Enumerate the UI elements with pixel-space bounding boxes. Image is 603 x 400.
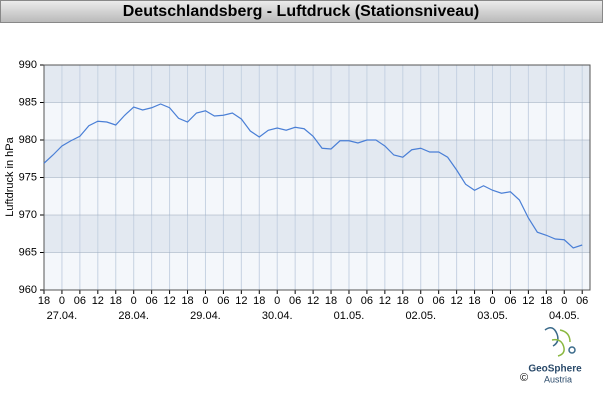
x-tick-label: 12 xyxy=(307,295,319,307)
x-tick-label: 18 xyxy=(110,295,122,307)
y-tick-label: 985 xyxy=(19,96,37,108)
date-label: 03.05. xyxy=(477,310,508,322)
x-tick-label: 18 xyxy=(540,295,552,307)
x-tick-label: 18 xyxy=(325,295,337,307)
date-label: 29.04. xyxy=(190,310,221,322)
x-tick-label: 0 xyxy=(418,295,424,307)
date-label: 27.04. xyxy=(47,310,78,322)
y-tick-label: 980 xyxy=(19,134,37,146)
x-tick-label: 06 xyxy=(217,295,229,307)
logo-name: GeoSphere xyxy=(528,364,582,375)
x-tick-label: 06 xyxy=(146,295,158,307)
x-tick-label: 12 xyxy=(522,295,534,307)
date-label: 04.05. xyxy=(549,310,580,322)
x-tick-label: 0 xyxy=(274,295,280,307)
x-tick-label: 12 xyxy=(163,295,175,307)
x-tick-label: 0 xyxy=(131,295,137,307)
logo-icon xyxy=(544,327,576,357)
x-tick-label: 12 xyxy=(92,295,104,307)
x-tick-label: 18 xyxy=(38,295,50,307)
chart-title: Deutschlandsberg - Luftdruck (Stationsni… xyxy=(123,3,479,20)
x-tick-label: 06 xyxy=(361,295,373,307)
x-tick-label: 12 xyxy=(235,295,247,307)
x-tick-label: 12 xyxy=(450,295,462,307)
x-tick-label: 0 xyxy=(561,295,567,307)
grid-band xyxy=(44,140,590,178)
grid-band xyxy=(44,252,590,290)
copyright: © xyxy=(520,372,528,384)
y-axis-label: Luftdruck in hPa xyxy=(4,136,16,216)
y-tick-label: 970 xyxy=(19,209,37,221)
date-label: 02.05. xyxy=(405,310,436,322)
y-tick-label: 965 xyxy=(19,246,37,258)
x-tick-label: 06 xyxy=(576,295,588,307)
data-line xyxy=(43,103,583,249)
x-tick-label: 18 xyxy=(253,295,265,307)
grid-band xyxy=(44,65,590,103)
x-tick-label: 18 xyxy=(181,295,193,307)
logo-sub: Austria xyxy=(544,374,572,384)
x-tick-label: 0 xyxy=(489,295,495,307)
x-tick-label: 18 xyxy=(468,295,480,307)
date-label: 28.04. xyxy=(118,310,149,322)
x-tick-label: 12 xyxy=(379,295,391,307)
x-tick-label: 06 xyxy=(74,295,86,307)
y-tick-label: 960 xyxy=(19,284,37,296)
date-label: 30.04. xyxy=(262,310,293,322)
x-tick-label: 0 xyxy=(59,295,65,307)
x-tick-label: 0 xyxy=(202,295,208,307)
grid-band xyxy=(44,177,590,215)
x-tick-label: 06 xyxy=(433,295,445,307)
x-tick-label: 18 xyxy=(397,295,409,307)
grid-band xyxy=(44,102,590,140)
y-tick-label: 990 xyxy=(19,59,37,71)
y-tick-label: 975 xyxy=(19,171,37,183)
grid-band xyxy=(44,215,590,253)
x-tick-label: 06 xyxy=(504,295,516,307)
x-tick-label: 0 xyxy=(346,295,352,307)
plot-frame xyxy=(43,64,591,291)
date-label: 01.05. xyxy=(334,310,365,322)
x-tick-label: 06 xyxy=(289,295,301,307)
